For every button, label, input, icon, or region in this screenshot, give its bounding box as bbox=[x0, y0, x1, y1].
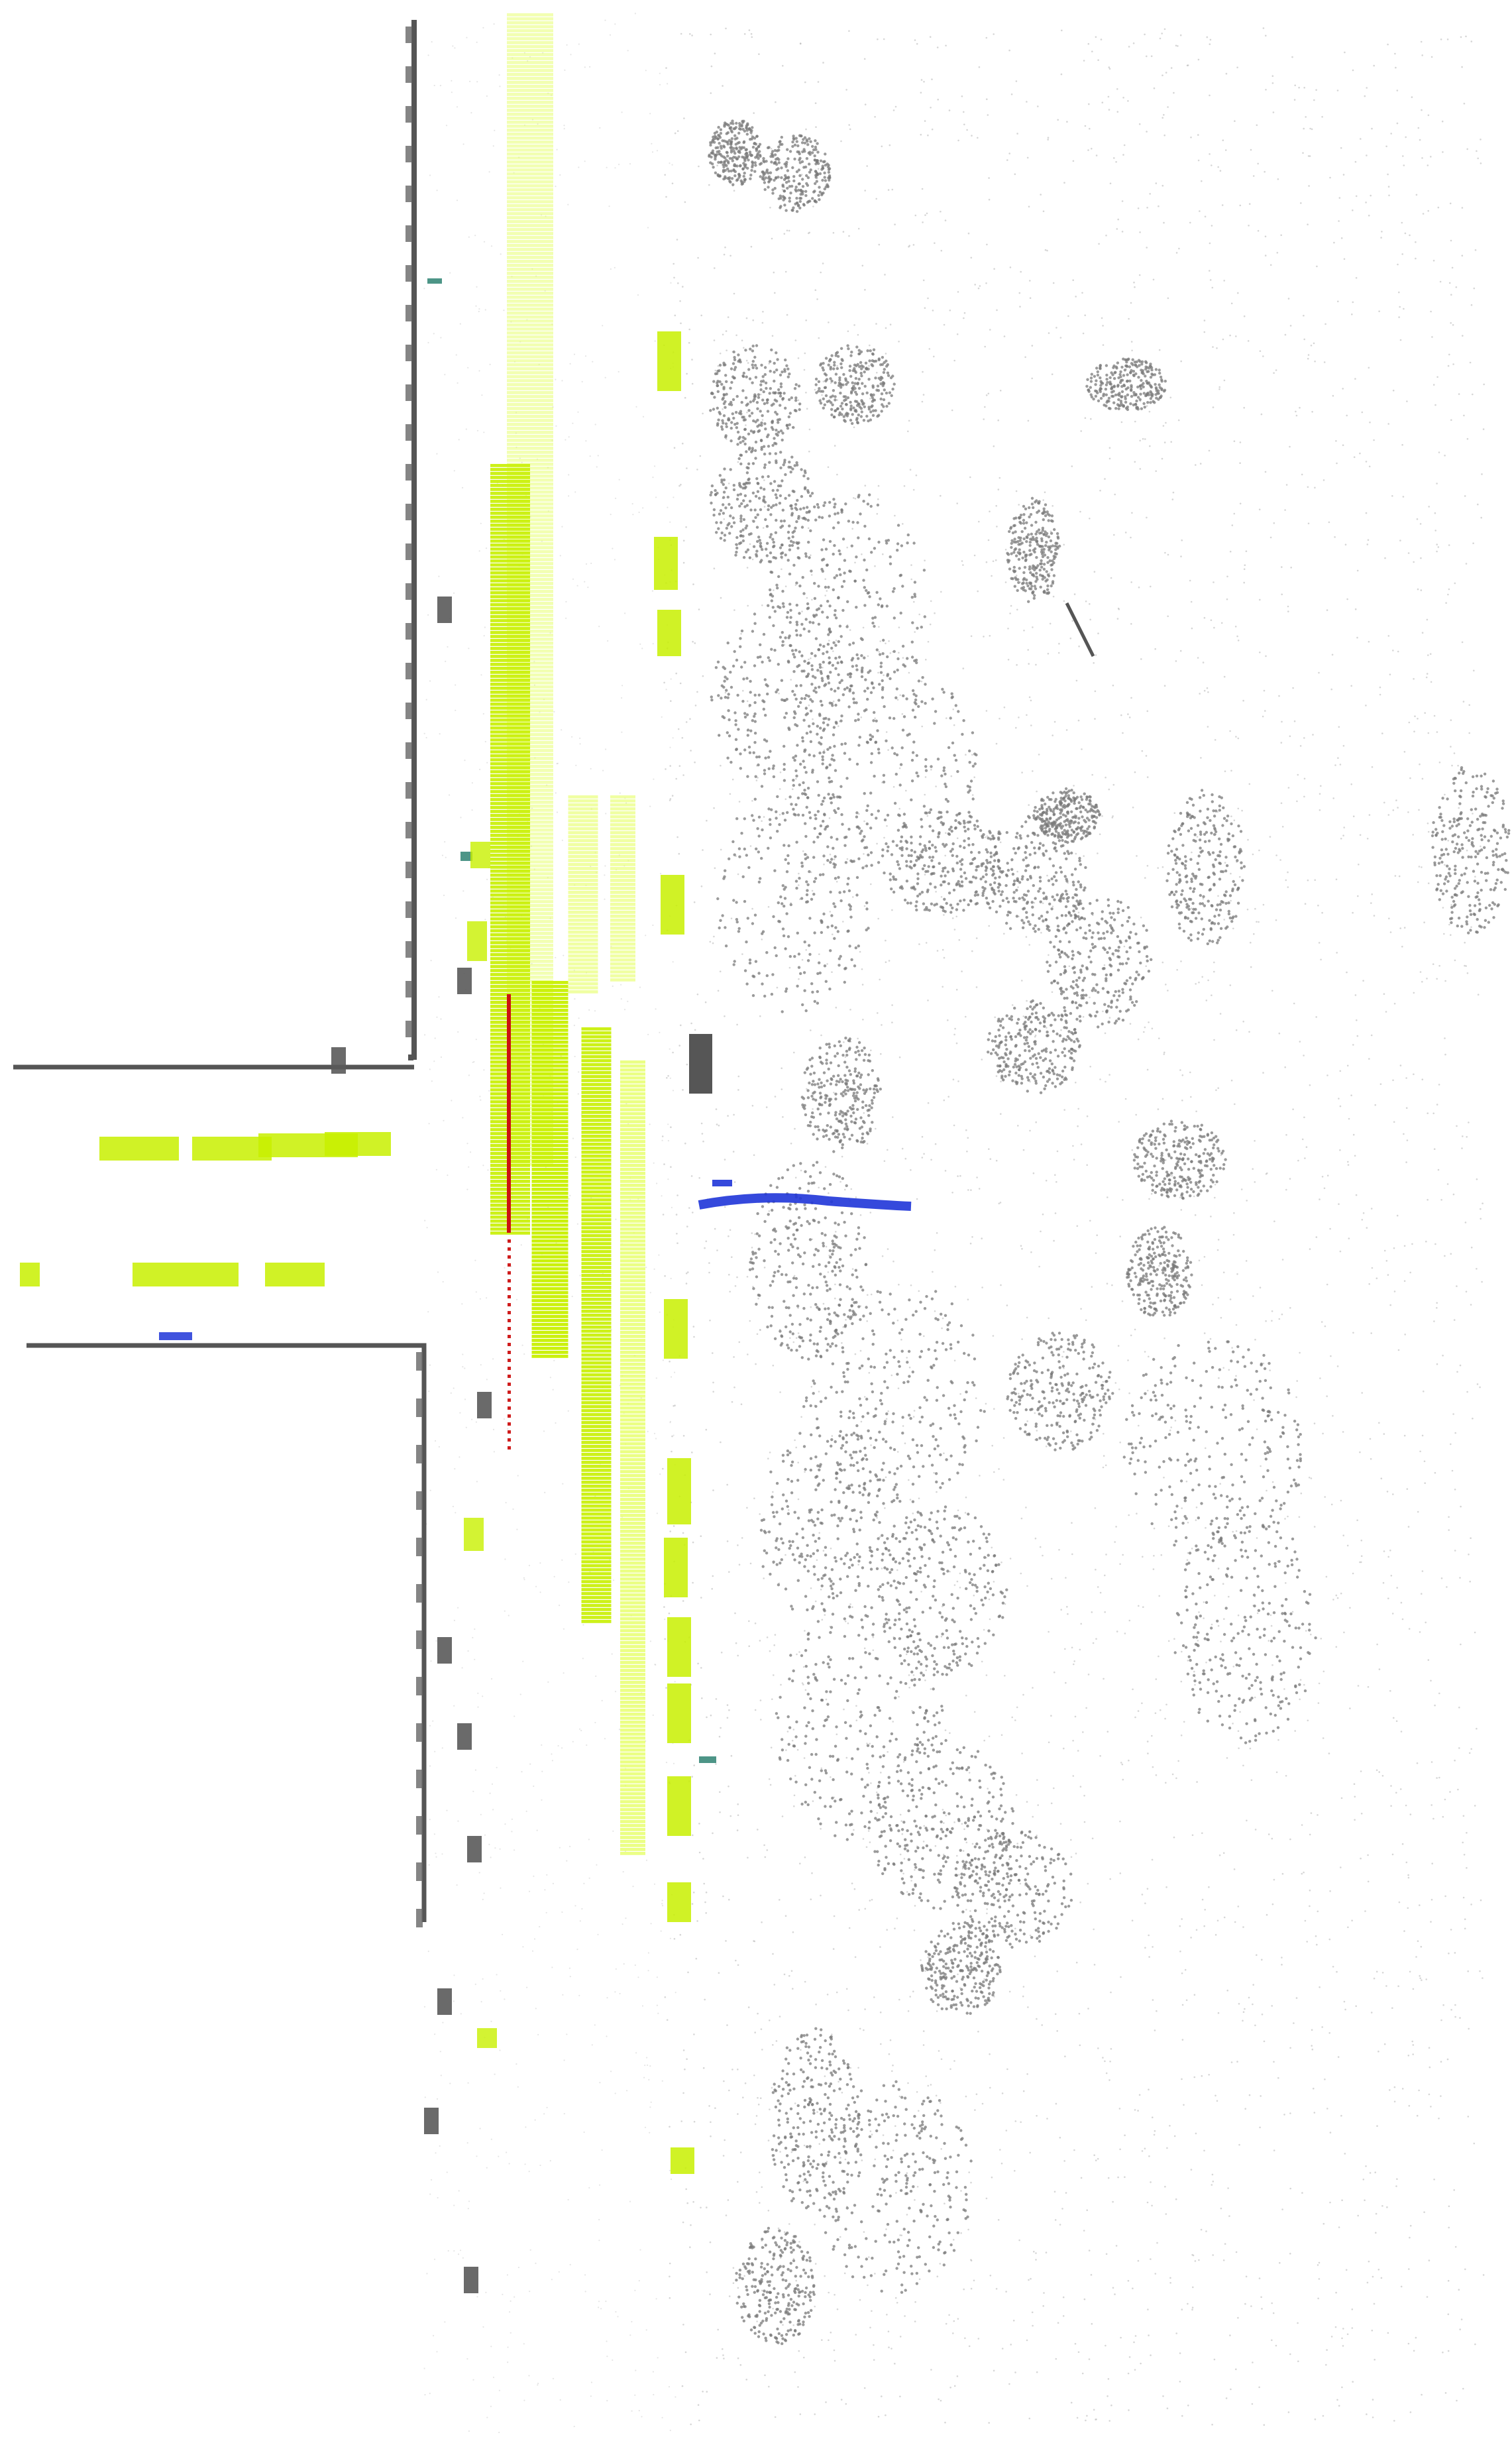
dark-object-crossing bbox=[689, 1034, 712, 1094]
static-structures bbox=[13, 20, 1095, 2293]
blue-marking bbox=[159, 1180, 912, 1340]
building-wall-left-lower bbox=[27, 1343, 427, 1922]
vegetation-clusters bbox=[708, 119, 1511, 2346]
diagonal-pole bbox=[1065, 602, 1095, 657]
building-wall-left-upper bbox=[408, 20, 417, 1060]
blue-stripe bbox=[698, 1193, 912, 1211]
ego-trajectory bbox=[507, 994, 511, 1450]
